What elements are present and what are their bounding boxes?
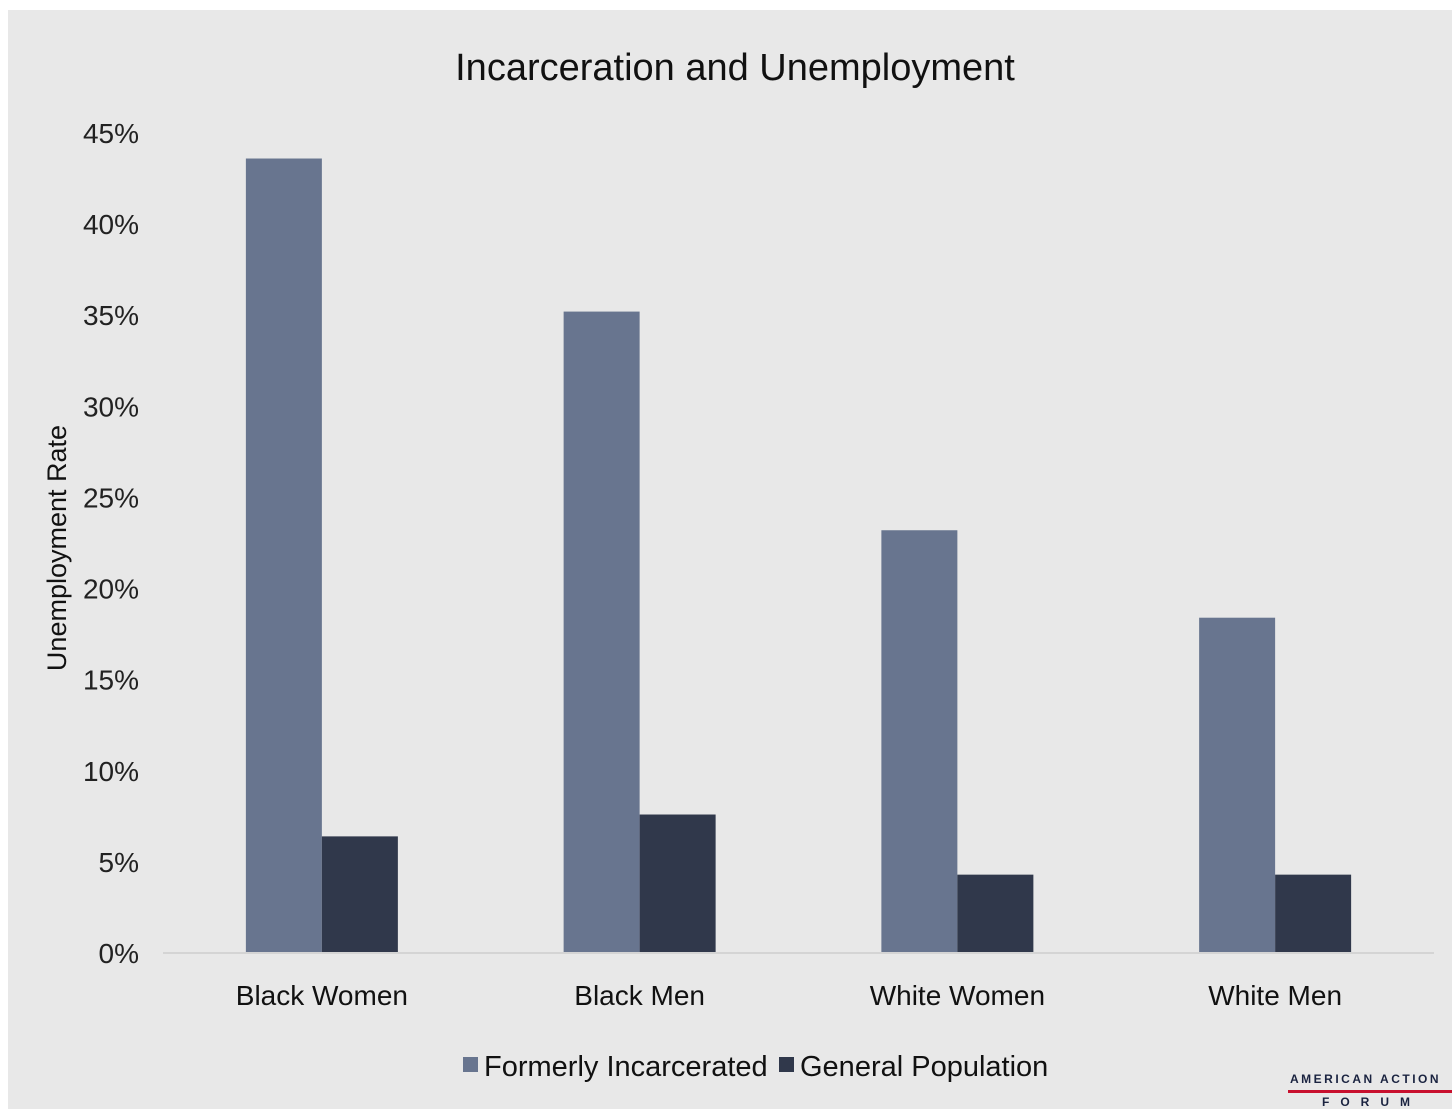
bar-formerly-incarcerated	[1199, 617, 1276, 953]
x-category-label: White Women	[870, 980, 1045, 1011]
x-category-label: Black Men	[574, 980, 705, 1011]
y-tick-label: 10%	[83, 756, 139, 787]
legend: Formerly Incarcerated General Population	[463, 1051, 1048, 1083]
legend-swatch	[779, 1057, 794, 1072]
legend-label: General Population	[800, 1051, 1048, 1083]
logo-line-2: FORUM	[1322, 1095, 1421, 1109]
logo-line-1: AMERICAN ACTION	[1290, 1072, 1442, 1086]
y-axis-ticks: 0% 5% 10% 15% 20% 25% 30% 35% 40% 45%	[83, 118, 139, 969]
bar-general-population	[1275, 874, 1352, 953]
bar-general-population	[639, 814, 716, 953]
bar-general-population	[957, 874, 1034, 953]
american-action-forum-logo: AMERICAN ACTION FORUM	[1288, 1072, 1452, 1112]
legend-swatch	[463, 1057, 478, 1072]
bar-formerly-incarcerated	[563, 311, 640, 954]
x-axis-categories: Black Women Black Men White Women White Men	[236, 980, 1342, 1011]
y-axis-label: Unemployment Rate	[42, 425, 72, 671]
legend-label: Formerly Incarcerated	[484, 1051, 768, 1083]
y-tick-label: 5%	[99, 847, 139, 878]
x-category-label: Black Women	[236, 980, 408, 1011]
y-tick-label: 45%	[83, 118, 139, 149]
bars-group	[245, 158, 1352, 954]
y-tick-label: 15%	[83, 665, 139, 696]
bar-formerly-incarcerated	[245, 158, 322, 953]
bar-general-population	[321, 836, 398, 953]
bar-formerly-incarcerated	[881, 530, 958, 953]
logo-red-rule	[1288, 1090, 1452, 1093]
y-tick-label: 30%	[83, 391, 139, 422]
y-tick-label: 35%	[83, 300, 139, 331]
y-tick-label: 25%	[83, 482, 139, 513]
y-tick-label: 20%	[83, 574, 139, 605]
x-category-label: White Men	[1208, 980, 1342, 1011]
y-tick-label: 0%	[99, 938, 139, 969]
y-tick-label: 40%	[83, 209, 139, 240]
chart-title: Incarceration and Unemployment	[455, 47, 1015, 89]
